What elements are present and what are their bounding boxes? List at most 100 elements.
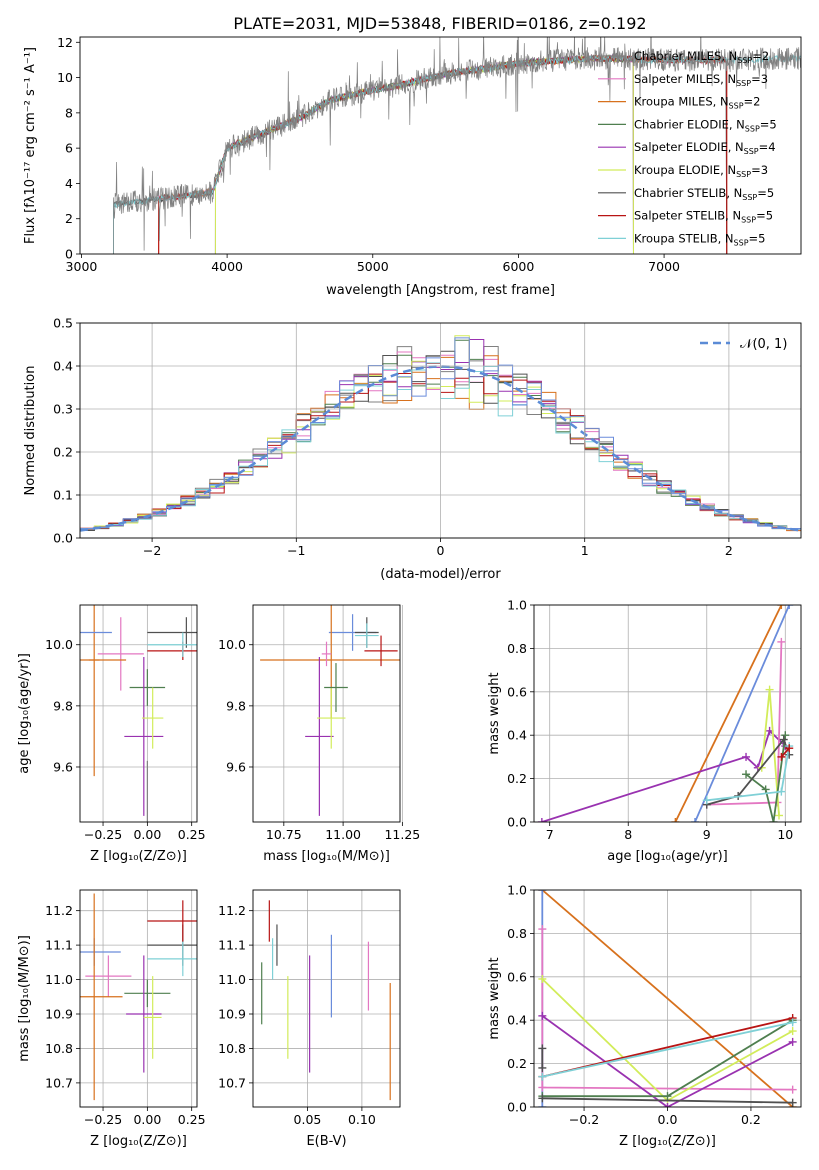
- x-tick-label: −2: [143, 543, 161, 558]
- x-axis-label: Z [log₁₀(Z/Z⊙)]: [619, 1134, 716, 1149]
- legend-entry: Kroupa ELODIE, NSSP=3: [634, 163, 768, 179]
- weight-line-blue_extra: [694, 605, 791, 822]
- y-tick-label: 2: [65, 211, 73, 226]
- data-point: [142, 687, 164, 749]
- y-tick-label: 0.6: [507, 969, 527, 984]
- weight-marker: [538, 890, 547, 894]
- y-tick-label: 11.1: [45, 938, 73, 953]
- x-tick-label: 0: [437, 543, 445, 558]
- y-tick-label: 0.8: [507, 641, 527, 656]
- residuals-frame: [79, 322, 802, 539]
- y-tick-label: 11.1: [218, 938, 246, 953]
- y-tick-label: 0.4: [507, 728, 527, 743]
- x-tick-label: −0.25: [84, 827, 122, 842]
- x-tick-label: 11.25: [384, 827, 420, 842]
- y-tick-label: 11.0: [45, 972, 73, 987]
- mass_vs_Z-panel: −0.25 0.00 0.25 10.7 10.8 10.9 11.0 11.1 11.2 Z […: [17, 889, 206, 1149]
- weight_vs_age-plot-area: [537, 605, 794, 822]
- weight_vs_age-panel: 7 8 9 10 0.0 0.2 0.4 0.6 0.8 1.0 age [log₁₀(age/yr…: [487, 598, 802, 864]
- y-tick-label: 0.6: [507, 684, 527, 699]
- x-tick-label: 2: [725, 543, 733, 558]
- mass_vs_Z-plot-area: [80, 893, 197, 1101]
- data-point: [305, 656, 334, 816]
- weight-marker: [777, 752, 786, 761]
- weight-line-chabrier_stelib: [542, 1097, 793, 1104]
- data-point: [147, 941, 197, 977]
- age_vs_Z-frame: [79, 604, 198, 823]
- x-tick-label: 7: [546, 827, 554, 842]
- x-tick-label: 0.0: [658, 1112, 678, 1127]
- weight-line-kroupa_miles: [674, 605, 783, 822]
- weight-line-salpeter_stelib: [780, 747, 790, 758]
- weight-marker: [538, 1011, 547, 1020]
- data-point: [97, 617, 144, 691]
- spectrum-plot-area: [112, 37, 801, 254]
- data-point: [143, 976, 162, 1059]
- weight-marker: [742, 770, 751, 779]
- weight-marker: [538, 925, 547, 934]
- weight-marker: [777, 605, 786, 609]
- x-axis-label: mass [log₁₀(M/M⊙)]: [263, 849, 390, 864]
- x-axis-label: age [log₁₀(age/yr)]: [607, 849, 728, 864]
- data-point: [124, 656, 164, 816]
- y-tick-label: 0.4: [53, 359, 73, 374]
- mass_vs_ebv-frame: [252, 889, 401, 1108]
- y-tick-label: 10.9: [45, 1007, 73, 1022]
- weight_vs_Z-frame: [533, 889, 802, 1108]
- y-tick-label: 10.7: [45, 1075, 73, 1090]
- weight-line-salpeter_elodie: [541, 1015, 794, 1107]
- weight-marker: [663, 1103, 672, 1107]
- y-tick-label: 10: [57, 70, 73, 85]
- spectrum-panel: 3000 4000 5000 6000 7000 0 2 4 6 8 10 12 wavelength …: [23, 35, 802, 298]
- y-axis-label: age [log₁₀(age/yr)]: [17, 653, 32, 774]
- model-spectrum-salpeter_elodie: [214, 53, 634, 254]
- model-spectrum-chabrier_elodie: [214, 54, 634, 254]
- x-tick-label: 7000: [648, 259, 680, 274]
- y-tick-label: 11.2: [218, 903, 246, 918]
- weight-marker: [788, 1027, 797, 1036]
- x-tick-label: 9: [703, 827, 711, 842]
- weight-marker: [769, 818, 778, 822]
- y-tick-label: 10.8: [45, 1041, 73, 1056]
- y-tick-label: 0.5: [53, 316, 73, 331]
- x-tick-label: 0.00: [133, 1112, 161, 1127]
- weight-line-kroupa_stelib: [706, 745, 791, 802]
- data-point: [364, 635, 398, 667]
- y-axis-label: mass weight: [487, 957, 502, 1039]
- x-tick-label: −1: [287, 543, 305, 558]
- weight-marker: [538, 1072, 547, 1081]
- legend-entry: Chabrier MILES, NSSP=2: [634, 49, 769, 65]
- weight-line-chabrier_stelib: [706, 737, 791, 806]
- weight-marker: [538, 1044, 547, 1053]
- y-tick-label: 0.0: [507, 1100, 527, 1115]
- x-tick-label: 1: [581, 543, 589, 558]
- weight-marker: [775, 811, 784, 820]
- x-tick-label: 0.00: [133, 827, 161, 842]
- y-tick-label: 10.9: [218, 1007, 246, 1022]
- y-tick-label: 11.0: [218, 972, 246, 987]
- data-point: [126, 955, 162, 1073]
- x-tick-label: 3000: [66, 259, 98, 274]
- data-point: [124, 979, 171, 1008]
- x-tick-label: 6000: [503, 259, 535, 274]
- weight-marker: [777, 637, 786, 646]
- weight-marker: [761, 785, 770, 794]
- weight_vs_Z-plot-area: [538, 890, 797, 1107]
- x-tick-label: 0.25: [178, 827, 206, 842]
- x-tick-label: 0.10: [348, 1112, 376, 1127]
- legend-entry: Kroupa MILES, NSSP=2: [634, 95, 760, 111]
- y-tick-label: 0.0: [53, 531, 73, 546]
- weight-marker: [765, 685, 774, 694]
- data-point: [80, 893, 123, 1101]
- weight-marker: [537, 818, 546, 822]
- y-tick-label: 0.2: [507, 1056, 527, 1071]
- y-tick-label: 12: [57, 35, 73, 50]
- x-tick-label: 0.25: [178, 1112, 206, 1127]
- legend-entry: Chabrier STELIB, NSSP=5: [634, 186, 774, 202]
- x-axis-label: wavelength [Angstrom, rest frame]: [326, 283, 555, 298]
- data-point: [321, 641, 332, 667]
- y-tick-label: 1.0: [507, 598, 527, 613]
- x-axis-label: Z [log₁₀(Z/Z⊙)]: [90, 849, 187, 864]
- residuals-legend: 𝒩(0, 1): [700, 337, 787, 352]
- weight-marker: [788, 1098, 797, 1107]
